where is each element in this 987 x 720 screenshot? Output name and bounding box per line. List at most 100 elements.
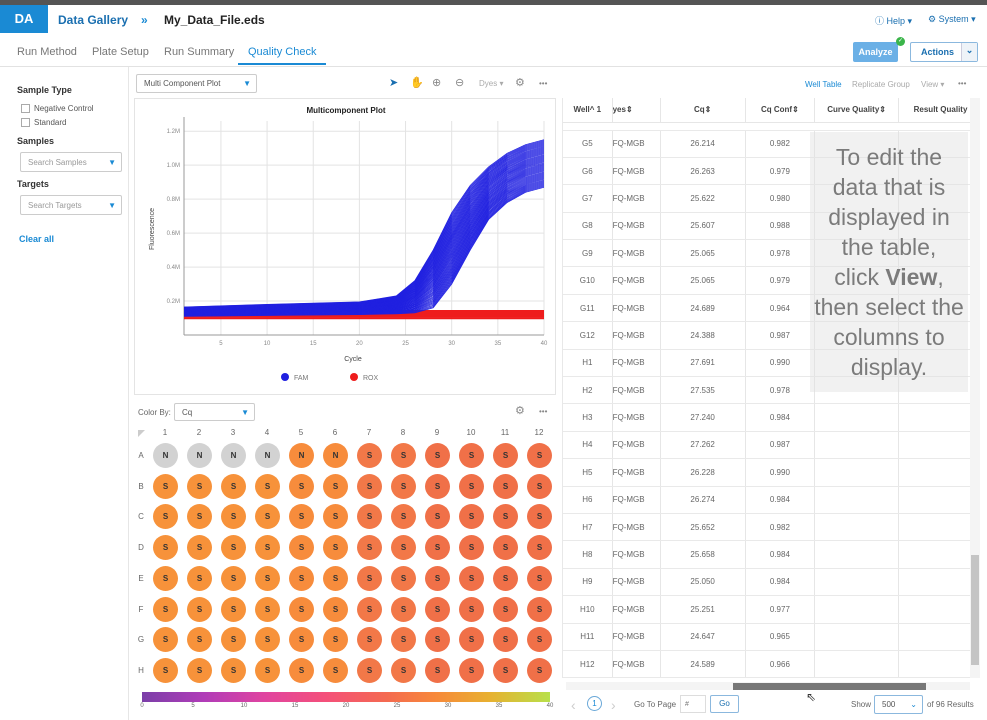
well-A12[interactable]: S <box>527 443 552 468</box>
well-H6[interactable]: S <box>323 657 348 683</box>
well-D11[interactable]: S <box>493 535 518 561</box>
table-row[interactable]: H7 FQ-MGB 25.652 0.982 <box>563 513 970 542</box>
well-B11[interactable]: S <box>493 473 518 499</box>
table-row[interactable]: G8 FQ-MGB 25.607 0.988 <box>563 212 970 241</box>
well-E5[interactable]: S <box>289 565 314 591</box>
well-B12[interactable]: S <box>527 473 552 499</box>
well-B6[interactable]: S <box>323 473 348 499</box>
well-G5[interactable]: S <box>289 627 314 653</box>
well-C1[interactable]: S <box>153 504 178 530</box>
well-B10[interactable]: S <box>459 473 484 499</box>
vertical-scroll-thumb[interactable] <box>971 555 979 665</box>
well-E8[interactable]: S <box>391 565 416 591</box>
well-B7[interactable]: S <box>357 473 382 499</box>
well-F6[interactable]: S <box>323 596 348 622</box>
well-F3[interactable]: S <box>221 596 246 622</box>
plate-column-label[interactable]: 3 <box>230 428 236 437</box>
system-menu[interactable]: ⚙ System ▾ <box>928 14 976 25</box>
well-D9[interactable]: S <box>425 535 450 561</box>
well-G2[interactable]: S <box>187 627 212 653</box>
well-C4[interactable]: S <box>255 504 280 530</box>
help-menu[interactable]: ⓘ Help ▾ <box>875 14 912 27</box>
well-G7[interactable]: S <box>357 627 382 653</box>
well-C5[interactable]: S <box>289 504 314 530</box>
table-row[interactable]: G12 FQ-MGB 24.388 0.987 <box>563 321 970 350</box>
well-D3[interactable]: S <box>221 535 246 561</box>
well-E9[interactable]: S <box>425 565 450 591</box>
well-D2[interactable]: S <box>187 535 212 561</box>
well-H10[interactable]: S <box>459 657 484 683</box>
well-E10[interactable]: S <box>459 565 484 591</box>
well-F4[interactable]: S <box>255 596 280 622</box>
table-row[interactable]: G10 FQ-MGB 25.065 0.979 <box>563 266 970 295</box>
plot-type-select[interactable]: Multi Component Plot ▼ <box>136 74 257 93</box>
well-D12[interactable]: S <box>527 535 552 561</box>
table-row[interactable]: H5 FQ-MGB 26.228 0.990 <box>563 458 970 487</box>
actions-button[interactable]: Actions ⌄ <box>910 42 978 62</box>
plate-column-label[interactable]: 9 <box>434 428 440 437</box>
well-F12[interactable]: S <box>527 596 552 622</box>
search-samples-input[interactable]: Search Samples ▼ <box>20 152 122 172</box>
plate-more-icon[interactable]: ••• <box>539 407 548 416</box>
page-number-input[interactable] <box>680 695 706 713</box>
well-D6[interactable]: S <box>323 535 348 561</box>
well-D4[interactable]: S <box>255 535 280 561</box>
column-header[interactable]: Well^ 1 <box>563 98 613 123</box>
well-G9[interactable]: S <box>425 627 450 653</box>
plate-column-label[interactable]: 10 <box>466 428 476 437</box>
well-H3[interactable]: S <box>221 657 246 683</box>
vertical-scrollbar[interactable] <box>970 98 980 678</box>
plate-column-label[interactable]: 7 <box>366 428 372 437</box>
well-F7[interactable]: S <box>357 596 382 622</box>
plate-row-label[interactable]: B <box>138 481 144 491</box>
replicate-group-tab[interactable]: Replicate Group <box>852 80 910 89</box>
well-A7[interactable]: S <box>357 443 382 468</box>
plate-column-label[interactable]: 2 <box>196 428 202 437</box>
table-row[interactable]: G6 FQ-MGB 26.263 0.979 <box>563 157 970 186</box>
well-G10[interactable]: S <box>459 627 484 653</box>
plate-row-label[interactable]: C <box>138 512 144 522</box>
multicomponent-chart[interactable]: Multicomponent Plot 5 10 15 20 25 30 35 40 0.2M 0.… <box>135 99 557 396</box>
well-A11[interactable]: S <box>493 443 518 468</box>
well-B9[interactable]: S <box>425 473 450 499</box>
well-A9[interactable]: S <box>425 443 450 468</box>
tab-run-summary[interactable]: Run Summary <box>164 46 235 58</box>
analyze-button[interactable]: Analyze <box>853 42 898 62</box>
column-header[interactable]: Cq Conf⇕ <box>745 98 816 123</box>
well-B3[interactable]: S <box>221 473 246 499</box>
well-E2[interactable]: S <box>187 565 212 591</box>
view-menu[interactable]: View ▾ <box>921 80 945 89</box>
well-C9[interactable]: S <box>425 504 450 530</box>
well-F11[interactable]: S <box>493 596 518 622</box>
well-H4[interactable]: S <box>255 657 280 683</box>
table-row[interactable]: G7 FQ-MGB 25.622 0.980 <box>563 184 970 213</box>
next-page-button[interactable]: › <box>611 697 616 713</box>
well-H11[interactable]: S <box>493 657 518 683</box>
well-E12[interactable]: S <box>527 565 552 591</box>
well-G12[interactable]: S <box>527 627 552 653</box>
well-B5[interactable]: S <box>289 473 314 499</box>
plate-column-label[interactable]: 4 <box>264 428 270 437</box>
plate-row-label[interactable]: G <box>137 635 145 645</box>
pointer-icon[interactable]: ➤ <box>389 77 399 89</box>
plate-row-label[interactable]: A <box>138 451 144 460</box>
well-C10[interactable]: S <box>459 504 484 530</box>
well-A4[interactable]: N <box>255 443 280 468</box>
table-row[interactable]: H8 FQ-MGB 25.658 0.984 <box>563 540 970 569</box>
plate-column-label[interactable]: 11 <box>500 428 510 437</box>
plate-column-label[interactable]: 12 <box>534 428 544 437</box>
gear-icon[interactable]: ⚙ <box>515 77 525 89</box>
well-D8[interactable]: S <box>391 535 416 561</box>
well-table-tab[interactable]: Well Table <box>805 80 842 89</box>
tab-quality-check[interactable]: Quality Check <box>238 46 327 65</box>
pan-hand-icon[interactable]: ✋ <box>410 77 424 89</box>
horizontal-scroll-thumb[interactable] <box>733 683 926 690</box>
tab-run-method[interactable]: Run Method <box>17 46 77 58</box>
well-B2[interactable]: S <box>187 473 212 499</box>
plate-row-label[interactable]: H <box>138 665 144 675</box>
column-header[interactable]: yes⇕ <box>612 98 661 123</box>
plate-gear-icon[interactable]: ⚙ <box>515 405 525 417</box>
well-G11[interactable]: S <box>493 627 518 653</box>
tab-plate-setup[interactable]: Plate Setup <box>92 46 149 58</box>
color-by-select[interactable]: Cq ▼ <box>174 403 255 421</box>
